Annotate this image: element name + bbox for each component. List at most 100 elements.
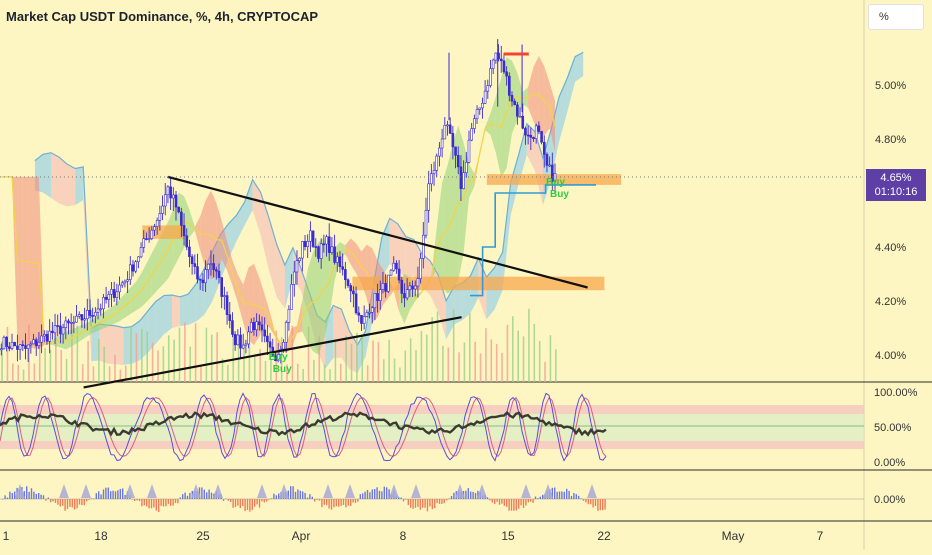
histogram-bar xyxy=(150,499,153,509)
candle-body xyxy=(542,141,546,155)
histogram-bar xyxy=(232,499,234,508)
histogram-bar xyxy=(520,499,522,506)
volume-bar xyxy=(425,334,428,382)
candle-body xyxy=(376,293,379,301)
histogram-bar xyxy=(136,499,138,501)
histogram-bar xyxy=(306,497,309,499)
ma-ribbon-segment xyxy=(495,77,502,178)
histogram-bar xyxy=(486,497,489,499)
candle-body xyxy=(510,95,514,102)
volume-bar xyxy=(103,346,106,382)
volume-bar xyxy=(162,346,165,382)
ma-ribbon-segment xyxy=(194,216,201,251)
candle-body xyxy=(268,341,272,348)
histogram-bar xyxy=(503,499,505,506)
histogram-bar xyxy=(141,499,143,507)
candle-body xyxy=(263,329,267,337)
volume-bar xyxy=(92,366,95,382)
histogram-bar xyxy=(38,492,40,499)
candle-body xyxy=(75,315,78,323)
histogram-bar xyxy=(52,499,54,502)
stoch-k-line xyxy=(0,392,607,462)
volume-bar xyxy=(436,311,439,382)
histogram-bar xyxy=(316,499,318,500)
volume-bar xyxy=(216,332,218,382)
candle-body xyxy=(467,139,471,163)
histogram-bar xyxy=(465,490,467,499)
candle-body xyxy=(145,238,148,240)
histogram-bar xyxy=(237,499,239,506)
volume-bar xyxy=(334,341,337,382)
histogram-bar xyxy=(74,499,76,510)
histogram-bar xyxy=(69,499,71,507)
histogram-bar xyxy=(410,499,412,508)
stoch-d-line xyxy=(0,396,607,458)
candle-body xyxy=(400,279,404,294)
candle-body xyxy=(147,238,151,240)
histogram-bar xyxy=(297,489,299,499)
candle-body xyxy=(392,262,396,271)
cloud-segment xyxy=(42,152,52,198)
ma-ribbon-segment xyxy=(528,66,534,122)
histogram-bar xyxy=(318,499,321,501)
candle-body xyxy=(77,314,81,317)
candle-body xyxy=(118,284,121,293)
candle-body xyxy=(153,226,156,231)
cloud-segment xyxy=(518,123,527,184)
volume-bar xyxy=(60,350,63,382)
histogram-bar xyxy=(556,491,558,499)
candle-body xyxy=(241,344,245,349)
histogram-bar xyxy=(530,499,532,502)
histogram-bar xyxy=(112,490,114,499)
candle-body xyxy=(341,266,344,270)
histogram-bar xyxy=(554,487,556,499)
candle-body xyxy=(438,147,441,157)
volume-bar xyxy=(151,342,154,382)
volume-bar xyxy=(323,364,326,382)
candle-body xyxy=(51,330,54,334)
histogram-bar xyxy=(590,499,592,505)
volume-bar xyxy=(76,325,79,382)
histogram-bar xyxy=(494,499,496,504)
histogram-bar xyxy=(359,494,361,499)
candle-body xyxy=(2,336,6,350)
volume-bar xyxy=(6,326,9,382)
volume-bar xyxy=(264,360,267,382)
unit-toggle-button[interactable]: % xyxy=(868,4,924,30)
candle-body xyxy=(155,220,159,227)
volume-bar xyxy=(49,349,52,382)
histogram-marker xyxy=(257,484,267,498)
histogram-bar xyxy=(114,491,117,499)
histogram-bar xyxy=(64,499,66,511)
cloud-segment xyxy=(180,294,189,326)
candle-body xyxy=(502,60,506,73)
candle-body xyxy=(521,115,525,129)
histogram-bar xyxy=(594,499,597,507)
candle-body xyxy=(440,138,444,149)
volume-bar xyxy=(248,342,251,382)
histogram-bar xyxy=(287,490,289,499)
candle-body xyxy=(201,279,205,284)
candle-body xyxy=(317,246,320,259)
candle-body xyxy=(432,170,436,174)
histogram-bar xyxy=(273,493,275,499)
volume-bar xyxy=(184,322,186,382)
candle-body xyxy=(24,345,27,349)
histogram-bar xyxy=(489,499,491,501)
volume-bar xyxy=(227,365,229,382)
candle-body xyxy=(42,334,46,337)
histogram-bar xyxy=(124,495,126,499)
histogram-bar xyxy=(450,496,453,499)
candle-body xyxy=(150,229,154,239)
histogram-bar xyxy=(515,499,517,511)
cloud-segment xyxy=(67,164,76,207)
volume-bar xyxy=(280,337,283,382)
candle-body xyxy=(368,311,371,314)
cloud-segment xyxy=(188,283,197,325)
candle-body xyxy=(352,290,355,295)
bar-countdown: 01:10:16 xyxy=(874,186,918,198)
candle-body xyxy=(225,295,229,315)
histogram-bar xyxy=(472,491,474,499)
